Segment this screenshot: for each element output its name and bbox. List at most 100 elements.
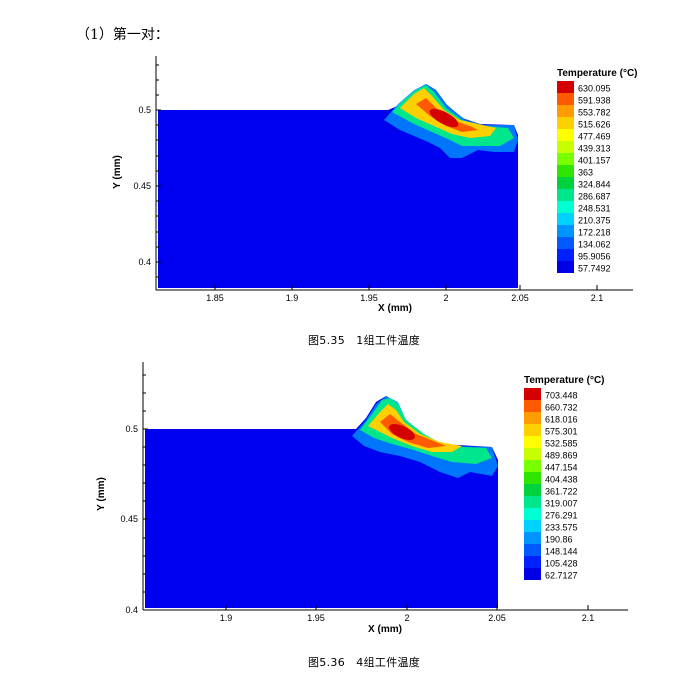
colorbar-label: 95.9056 xyxy=(578,252,611,262)
colorbar-label: 286.687 xyxy=(578,192,611,202)
colorbar-swatch xyxy=(557,153,574,165)
colorbar-label: 618.016 xyxy=(545,415,578,425)
plot-2-heat-zone-core xyxy=(380,414,446,448)
plot-1-x-tick-label: 1.85 xyxy=(206,293,224,303)
plot-1-x-tick-label: 2.05 xyxy=(511,293,529,303)
colorbar-label: 404.438 xyxy=(545,475,578,485)
colorbar-label: 324.844 xyxy=(578,180,611,190)
colorbar-label: 134.062 xyxy=(578,240,611,250)
colorbar-label: 210.375 xyxy=(578,216,611,226)
colorbar-label: 630.095 xyxy=(578,84,611,94)
colorbar-label: 575.301 xyxy=(545,427,578,437)
colorbar-swatch xyxy=(524,388,541,400)
plot-1-workpiece xyxy=(158,84,518,288)
colorbar-swatch xyxy=(524,448,541,460)
colorbar-label: 703.448 xyxy=(545,391,578,401)
colorbar-swatch xyxy=(557,189,574,201)
colorbar-swatch xyxy=(524,520,541,532)
plot-1-colorbar-title: Temperature (°C) xyxy=(557,68,638,79)
colorbar-label: 190.86 xyxy=(545,535,573,545)
figure-2-caption: 图5.36 4组工件温度 xyxy=(308,656,421,669)
plot-2-xlabel: X (mm) xyxy=(368,624,402,635)
plot-1-y-ticks xyxy=(156,64,161,278)
colorbar-label: 319.007 xyxy=(545,499,578,509)
colorbar-label: 489.869 xyxy=(545,451,578,461)
plot-1-y-tick-label: 0.45 xyxy=(133,181,151,191)
colorbar-swatch xyxy=(557,261,574,273)
colorbar-swatch xyxy=(524,568,541,580)
plot-1-xlabel: X (mm) xyxy=(378,303,412,314)
plot-1-x-ticks xyxy=(214,285,598,290)
colorbar-swatch xyxy=(557,117,574,129)
colorbar-swatch xyxy=(524,544,541,556)
colorbar-swatch xyxy=(524,400,541,412)
plot-2-axes xyxy=(142,362,628,611)
colorbar-label: 233.575 xyxy=(545,523,578,533)
colorbar-swatch xyxy=(524,412,541,424)
colorbar-swatch xyxy=(524,436,541,448)
colorbar-label: 276.291 xyxy=(545,511,578,521)
colorbar-label: 172.218 xyxy=(578,228,611,238)
colorbar-label: 660.732 xyxy=(545,403,578,413)
plot-2-colorbar: 703.448 660.732 618.016 575.301 532.585 489.8… xyxy=(524,388,578,581)
colorbar-label: 248.531 xyxy=(578,204,611,214)
plot-2-x-tick-label: 2.1 xyxy=(582,613,595,623)
colorbar-swatch xyxy=(557,177,574,189)
plot-2-y-ticks xyxy=(143,374,148,611)
colorbar-swatch xyxy=(557,237,574,249)
colorbar-swatch xyxy=(557,213,574,225)
colorbar-label: 401.157 xyxy=(578,156,611,166)
plot-2-x-tick-label: 1.9 xyxy=(220,613,233,623)
plot-1-heat-peak xyxy=(429,108,459,128)
colorbar-label: 591.938 xyxy=(578,96,611,106)
colorbar-label: 447.154 xyxy=(545,463,578,473)
plot-1-x-tick-label: 2.1 xyxy=(591,293,604,303)
colorbar-swatch xyxy=(557,141,574,153)
plot-2-ylabel: Y (mm) xyxy=(96,477,107,511)
plot-2-colorbar-title: Temperature (°C) xyxy=(524,375,605,386)
colorbar-label: 148.144 xyxy=(545,547,578,557)
colorbar-label: 553.782 xyxy=(578,108,611,118)
plot-2-x-tick-label: 2.05 xyxy=(488,613,506,623)
section-heading: （1）第一对： xyxy=(76,27,169,43)
plot-1-colorbar: 630.095 591.938 553.782 515.626 477.469 439.3… xyxy=(557,81,611,274)
colorbar-swatch xyxy=(524,556,541,568)
plot-1-y-tick-label: 0.4 xyxy=(138,257,151,267)
plot-1-x-tick-label: 1.9 xyxy=(286,293,299,303)
plot-1-y-tick-label: 0.5 xyxy=(138,105,151,115)
colorbar-label: 515.626 xyxy=(578,120,611,130)
colorbar-label: 439.313 xyxy=(578,144,611,154)
colorbar-swatch xyxy=(524,532,541,544)
colorbar-swatch xyxy=(557,93,574,105)
colorbar-label: 363 xyxy=(578,168,593,178)
plot-1-x-tick-label: 1.95 xyxy=(360,293,378,303)
colorbar-label: 57.7492 xyxy=(578,264,611,274)
colorbar-swatch xyxy=(524,508,541,520)
colorbar-swatch xyxy=(557,81,574,93)
colorbar-label: 532.585 xyxy=(545,439,578,449)
colorbar-swatch xyxy=(524,460,541,472)
plot-2-y-tick-label: 0.45 xyxy=(120,514,138,524)
colorbar-label: 361.722 xyxy=(545,487,578,497)
plot-2-workpiece xyxy=(145,396,498,608)
plot-2-y-tick-label: 0.5 xyxy=(125,424,138,434)
colorbar-swatch xyxy=(557,249,574,261)
colorbar-swatch xyxy=(557,225,574,237)
figure-1-caption: 图5.35 1组工件温度 xyxy=(308,334,421,347)
colorbar-swatch xyxy=(557,201,574,213)
colorbar-swatch xyxy=(524,484,541,496)
plot-2-x-tick-label: 2 xyxy=(404,613,409,623)
colorbar-swatch xyxy=(557,105,574,117)
plot-2-x-ticks xyxy=(225,605,589,610)
colorbar-swatch xyxy=(524,424,541,436)
plot-2-heat-peak xyxy=(389,423,415,441)
colorbar-swatch xyxy=(557,129,574,141)
colorbar-swatch xyxy=(524,472,541,484)
colorbar-label: 105.428 xyxy=(545,559,578,569)
plot-1-heat-zone-core xyxy=(416,98,478,132)
colorbar-swatch xyxy=(524,496,541,508)
plot-2-y-tick-label: 0.4 xyxy=(125,605,138,615)
plot-1-x-tick-label: 2 xyxy=(443,293,448,303)
plot-1-ylabel: Y (mm) xyxy=(112,155,123,189)
